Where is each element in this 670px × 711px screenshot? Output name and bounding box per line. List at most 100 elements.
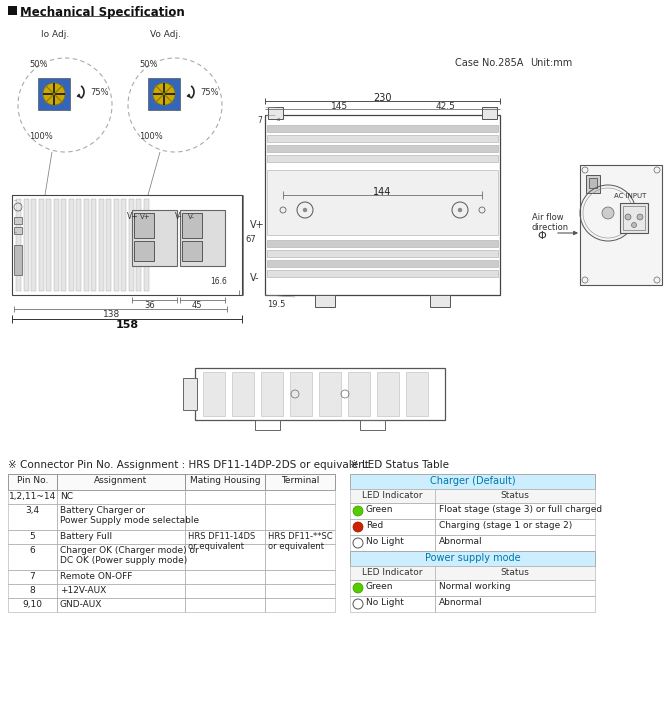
Bar	[12, 195, 242, 295]
Bar	[265, 598, 335, 612]
Bar	[435, 489, 595, 503]
Circle shape	[625, 214, 631, 220]
Text: 67: 67	[245, 235, 256, 244]
Text: No Light: No Light	[366, 537, 404, 546]
Bar	[350, 503, 435, 519]
Bar	[435, 503, 595, 519]
Bar	[350, 474, 595, 489]
Text: Assignment: Assignment	[94, 476, 147, 485]
Text: +12V-AUX: +12V-AUX	[60, 586, 107, 595]
Wedge shape	[584, 214, 601, 234]
Text: HRS DF11-14DS
or equivalent: HRS DF11-14DS or equivalent	[188, 532, 255, 552]
Bar	[38, 199, 44, 291]
Circle shape	[602, 207, 614, 219]
Bar	[8, 6, 17, 15]
Bar	[136, 199, 141, 291]
Bar	[377, 372, 399, 416]
Text: Normal working: Normal working	[439, 582, 511, 591]
Bar	[360, 420, 385, 430]
Bar	[180, 210, 225, 266]
Bar	[267, 270, 498, 277]
Text: 230: 230	[373, 93, 391, 103]
Bar	[265, 490, 335, 504]
Text: Vo Adj.: Vo Adj.	[149, 30, 180, 39]
Text: 9,10: 9,10	[23, 600, 42, 609]
Bar	[267, 260, 498, 267]
Bar	[57, 584, 185, 598]
Bar	[143, 199, 149, 291]
Bar	[267, 240, 498, 247]
Circle shape	[632, 223, 636, 228]
Text: Φ: Φ	[537, 231, 546, 241]
Text: NC: NC	[60, 492, 73, 501]
Bar	[267, 145, 498, 152]
Bar	[435, 580, 595, 596]
Bar	[8, 570, 57, 584]
Bar	[129, 199, 133, 291]
Bar	[91, 199, 96, 291]
Bar	[265, 544, 335, 570]
Bar	[8, 504, 57, 530]
Text: Terminal: Terminal	[281, 476, 319, 485]
Bar	[435, 596, 595, 612]
Text: 42.5: 42.5	[435, 102, 455, 111]
Text: Battery Full: Battery Full	[60, 532, 112, 541]
Text: 19.5: 19.5	[267, 300, 285, 309]
Text: 75%: 75%	[90, 88, 109, 97]
Bar	[38, 78, 70, 110]
Text: 50%: 50%	[29, 60, 48, 69]
Text: 100%: 100%	[29, 132, 53, 141]
Bar	[57, 570, 185, 584]
Bar	[16, 199, 21, 291]
Text: Float stage (stage 3) or full charged: Float stage (stage 3) or full charged	[439, 505, 602, 514]
Text: 7: 7	[257, 116, 262, 125]
Wedge shape	[598, 225, 620, 237]
Text: 3,4: 3,4	[25, 506, 40, 515]
Bar	[265, 504, 335, 530]
Text: V-: V-	[175, 212, 182, 221]
Bar	[57, 490, 185, 504]
Bar	[68, 199, 74, 291]
Bar	[350, 566, 435, 580]
Bar	[586, 175, 600, 193]
Text: Green: Green	[366, 505, 393, 514]
Text: Abnormal: Abnormal	[439, 598, 482, 607]
Bar	[267, 125, 498, 132]
Wedge shape	[596, 189, 618, 201]
Text: V-: V-	[250, 273, 259, 283]
Bar	[185, 504, 265, 530]
Text: ※ Connector Pin No. Assignment : HRS DF11-14DP-2DS or equivalent: ※ Connector Pin No. Assignment : HRS DF1…	[8, 460, 369, 470]
Text: --: --	[14, 230, 18, 235]
Bar	[14, 217, 22, 224]
Bar	[265, 474, 335, 490]
Text: LED Indicator: LED Indicator	[362, 568, 423, 577]
Circle shape	[43, 83, 65, 105]
Bar	[185, 490, 265, 504]
Bar	[46, 199, 51, 291]
Bar	[121, 199, 126, 291]
Text: Battery Charger or
Power Supply mode selectable: Battery Charger or Power Supply mode sel…	[60, 506, 199, 525]
Bar	[435, 566, 595, 580]
Bar	[232, 372, 254, 416]
Text: V+: V+	[140, 214, 151, 220]
Bar	[98, 199, 103, 291]
Bar	[57, 530, 185, 544]
Bar	[268, 107, 283, 119]
Wedge shape	[584, 193, 600, 213]
Bar	[106, 199, 111, 291]
Bar	[61, 199, 66, 291]
Bar	[265, 115, 500, 295]
Bar	[620, 203, 648, 233]
Text: V+: V+	[127, 212, 139, 221]
Bar	[134, 213, 154, 238]
Bar	[57, 598, 185, 612]
Bar	[255, 420, 280, 430]
Bar	[435, 519, 595, 535]
Bar	[580, 165, 662, 285]
Bar	[350, 596, 435, 612]
Bar	[435, 535, 595, 551]
Bar	[31, 199, 36, 291]
Bar	[350, 519, 435, 535]
Text: 100%: 100%	[139, 132, 163, 141]
Bar	[185, 530, 265, 544]
